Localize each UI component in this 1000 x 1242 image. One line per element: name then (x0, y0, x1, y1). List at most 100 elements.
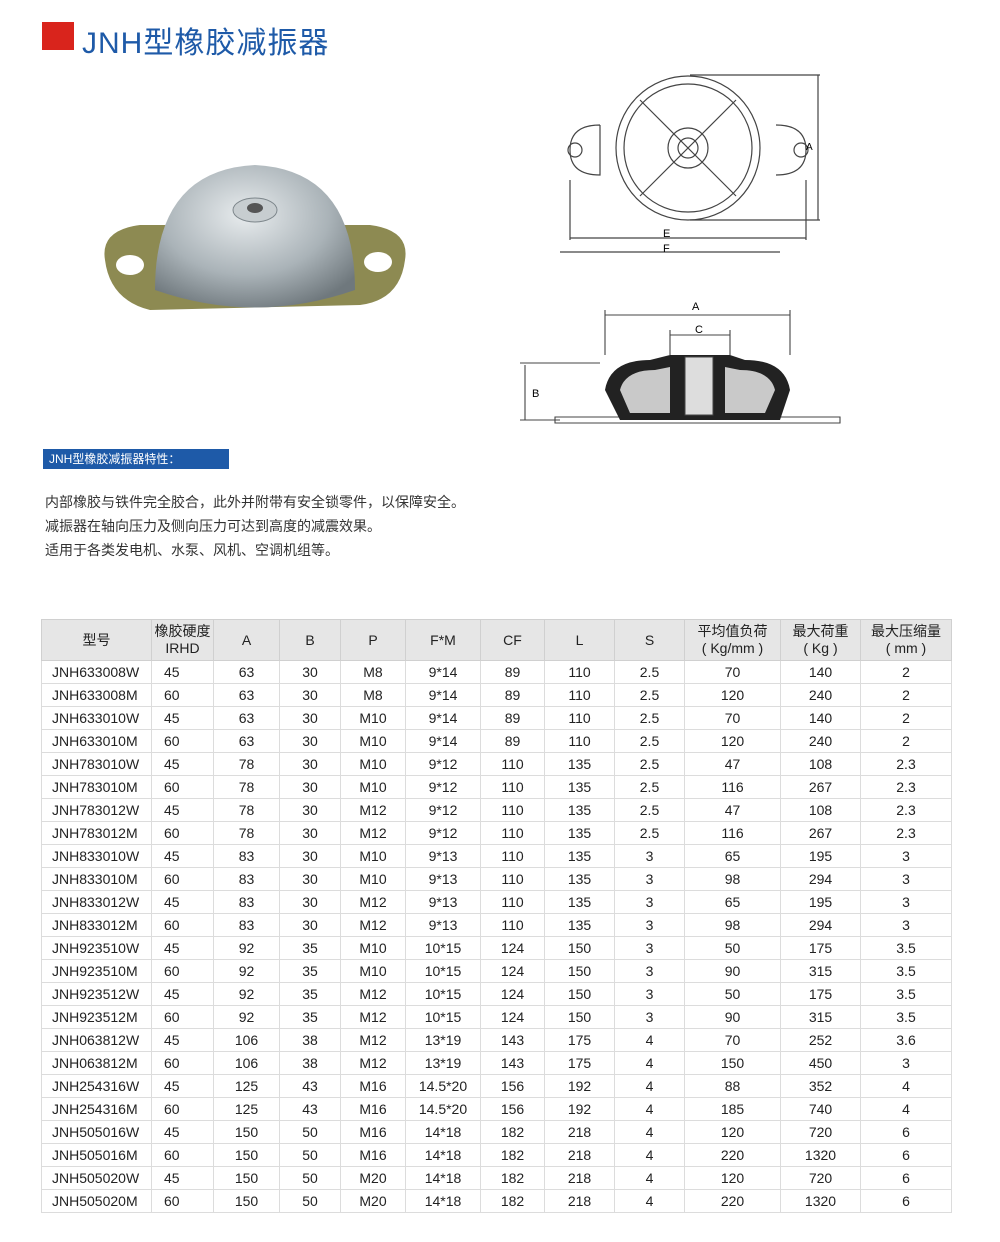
model-cell: JNH783012W (41, 798, 152, 822)
header-text: L (575, 631, 584, 648)
table-cell: 35 (279, 982, 341, 1006)
table-cell: 2 (860, 706, 952, 730)
table-cell: 2 (860, 660, 952, 684)
table-cell: 9*12 (405, 752, 481, 776)
header-text: CF (503, 631, 522, 648)
table-cell: 35 (279, 959, 341, 983)
table-cell: 4 (614, 1028, 685, 1052)
table-cell: M10 (340, 867, 406, 891)
table-cell: 135 (544, 752, 615, 776)
table-cell: 45 (151, 1120, 214, 1144)
label-a: A (806, 142, 813, 153)
model-cell: JNH833012W (41, 890, 152, 914)
table-cell: 9*14 (405, 706, 481, 730)
model-cell: JNH923512M (41, 1005, 152, 1029)
table-cell: 30 (279, 798, 341, 822)
table-cell: M16 (340, 1120, 406, 1144)
table-cell: 9*13 (405, 867, 481, 891)
table-cell: 38 (279, 1051, 341, 1075)
table-cell: 45 (151, 1074, 214, 1098)
table-cell: 30 (279, 706, 341, 730)
column-header: 最大荷重( Kg ) (780, 619, 861, 661)
table-cell: 2 (860, 683, 952, 707)
table-cell: 3.5 (860, 936, 952, 960)
model-cell: JNH633008W (41, 660, 152, 684)
table-cell: 116 (684, 821, 781, 845)
table-cell: 4 (614, 1189, 685, 1213)
model-cell: JNH254316M (41, 1097, 152, 1121)
table-cell: 47 (684, 798, 781, 822)
model-cell: JNH063812M (41, 1051, 152, 1075)
feature-line: 减振器在轴向压力及侧向压力可达到高度的减震效果。 (45, 518, 381, 534)
table-cell: 3 (860, 913, 952, 937)
table-cell: 2.3 (860, 752, 952, 776)
table-cell: 2.5 (614, 821, 685, 845)
table-cell: 116 (684, 775, 781, 799)
table-cell: 2.5 (614, 706, 685, 730)
table-cell: M8 (340, 683, 406, 707)
table-cell: 60 (151, 1143, 214, 1167)
table-cell: 63 (213, 660, 280, 684)
table-cell: 125 (213, 1074, 280, 1098)
table-cell: 2.5 (614, 798, 685, 822)
table-row: JNH633008M 60 63 30 M8 9*14 89 110 2.5 120 240 2 (41, 683, 952, 707)
header-text: ( mm ) (885, 640, 927, 656)
table-cell: 78 (213, 821, 280, 845)
table-cell: 65 (684, 844, 781, 868)
label-a2: A (692, 301, 700, 313)
header-text: B (305, 631, 315, 648)
table-row: JNH505020W 45 150 50 M20 14*18 182 218 4 120 720 6 (41, 1166, 952, 1190)
table-cell: 60 (151, 729, 214, 753)
table-cell: 3 (860, 844, 952, 868)
table-cell: 3 (860, 890, 952, 914)
table-cell: 60 (151, 1051, 214, 1075)
table-cell: 108 (780, 798, 861, 822)
table-cell: 6 (860, 1166, 952, 1190)
title-marker (42, 22, 74, 50)
table-row: JNH783010W 45 78 30 M10 9*12 110 135 2.5 47 108 2.3 (41, 752, 952, 776)
column-header: 橡胶硬度 IRHD (151, 619, 214, 661)
header-text: 最大压缩量 (871, 623, 941, 639)
top-view-diagram: E F A (560, 74, 820, 255)
table-cell: 30 (279, 775, 341, 799)
table-cell: 9*14 (405, 683, 481, 707)
model-cell: JNH833010M (41, 867, 152, 891)
table-cell: 150 (213, 1189, 280, 1213)
header-text: F*M (430, 631, 456, 648)
table-cell: M12 (340, 1051, 406, 1075)
table-cell: 110 (480, 867, 545, 891)
page-title: JNH型橡胶减振器 (82, 27, 330, 60)
table-cell: 3 (614, 844, 685, 868)
table-row: JNH254316W 45 125 43 M16 14.5*20 156 192 4 88 352 4 (41, 1074, 952, 1098)
table-cell: 6 (860, 1189, 952, 1213)
table-cell: 88 (684, 1074, 781, 1098)
table-cell: 720 (780, 1120, 861, 1144)
table-cell: 70 (684, 660, 781, 684)
table-cell: 150 (684, 1051, 781, 1075)
table-cell: 156 (480, 1097, 545, 1121)
table-cell: 45 (151, 752, 214, 776)
table-cell: 3.5 (860, 982, 952, 1006)
model-cell: JNH833012M (41, 913, 152, 937)
table-cell: 14.5*20 (405, 1074, 481, 1098)
table-cell: 110 (544, 660, 615, 684)
model-cell: JNH505016M (41, 1143, 152, 1167)
table-cell: 70 (684, 1028, 781, 1052)
table-cell: 2 (860, 729, 952, 753)
table-cell: M10 (340, 752, 406, 776)
table-cell: 3 (614, 1005, 685, 1029)
table-cell: 98 (684, 867, 781, 891)
table-cell: 4 (614, 1074, 685, 1098)
column-header: S (614, 619, 685, 661)
table-cell: 90 (684, 1005, 781, 1029)
table-cell: 43 (279, 1097, 341, 1121)
header-text: S (644, 631, 655, 648)
table-cell: 175 (544, 1051, 615, 1075)
table-cell: 135 (544, 821, 615, 845)
features-description: 内部橡胶与铁件完全胶合，此外并附带有安全锁零件，以保障安全。 减振器在轴向压力及… (45, 490, 465, 562)
table-cell: 45 (151, 660, 214, 684)
column-header: L (544, 619, 615, 661)
label-f: F (663, 243, 670, 255)
header-text: ( Kg/mm ) (701, 640, 764, 656)
table-cell: 150 (213, 1120, 280, 1144)
